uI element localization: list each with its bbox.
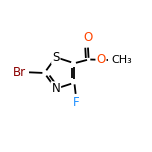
Text: N: N	[51, 82, 60, 95]
Text: O: O	[83, 31, 93, 44]
Text: Br: Br	[13, 66, 26, 79]
Text: S: S	[52, 51, 59, 64]
Text: O: O	[96, 53, 106, 66]
Text: F: F	[73, 95, 79, 109]
Text: CH₃: CH₃	[111, 55, 132, 65]
